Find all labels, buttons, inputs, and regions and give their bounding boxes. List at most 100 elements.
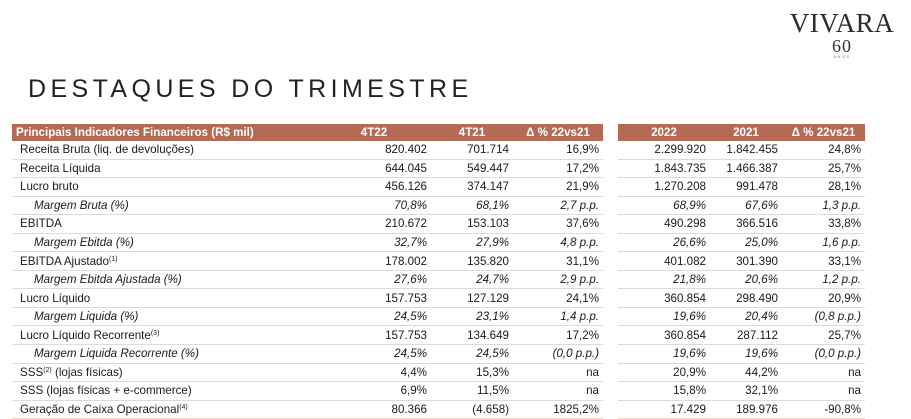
table-row: 360.854 287.112 25,7% bbox=[618, 325, 865, 346]
value-4t21: 153.103 bbox=[431, 214, 513, 234]
indicator-label-text: SSS bbox=[20, 365, 44, 379]
indicator-label: Receita Líquida bbox=[12, 159, 317, 179]
value-delta-year: 24,8% bbox=[782, 141, 865, 160]
value-delta-year: (0,0 p.p.) bbox=[782, 344, 865, 364]
table-header-row: Principais Indicadores Financeiros (R$ m… bbox=[12, 124, 603, 141]
value-4t22: 210.672 bbox=[317, 214, 431, 234]
indicator-label-text: EBITDA bbox=[20, 217, 62, 231]
table-header-row: 2022 2021 Δ % 22vs21 bbox=[618, 124, 865, 141]
value-2022: 19,6% bbox=[618, 307, 710, 327]
table-row: 21,8% 20,6% 1,2 p.p. bbox=[618, 270, 865, 290]
indicator-label: Lucro Líquido bbox=[12, 288, 317, 308]
value-4t22: 27,6% bbox=[317, 270, 431, 290]
value-4t21: 24,5% bbox=[431, 344, 513, 364]
value-delta-quarter: 31,1% bbox=[513, 251, 603, 271]
value-4t21: 24,7% bbox=[431, 270, 513, 290]
indicator-label-text: Margem Liquida (%) bbox=[34, 310, 139, 324]
logo-wordmark: VIVARA bbox=[789, 8, 895, 38]
vivara-logo: VIVARA 60 ANOS bbox=[786, 8, 898, 60]
value-4t21: 11,5% bbox=[431, 381, 513, 401]
value-2021: 25,0% bbox=[710, 233, 782, 253]
footnote-marker: (4) bbox=[179, 403, 188, 411]
footnote-marker: (1) bbox=[108, 255, 118, 263]
table-row: Lucro Líquido 157.753 127.129 24,1% bbox=[12, 288, 603, 308]
indicator-label-text: Receita Líquida bbox=[20, 161, 101, 175]
table-row: Margem Liquida Recorrente (%) 24,5% 24,5%(… bbox=[12, 344, 603, 364]
value-4t22: 456.126 bbox=[317, 177, 431, 197]
value-2022: 15,8% bbox=[618, 381, 710, 401]
logo-anniversary: 60 bbox=[832, 36, 852, 56]
value-delta-quarter: 24,1% bbox=[513, 288, 603, 308]
table-row: 19,6% 19,6% (0,0 p.p.) bbox=[618, 344, 865, 364]
table-row: SSS(2) (lojas físicas) 4,4% 15,3% na bbox=[12, 363, 603, 383]
value-2021: 20,4% bbox=[710, 307, 782, 327]
indicator-label: SSS (lojas físicas + e-commerce) bbox=[12, 381, 317, 401]
value-delta-quarter: (0,0 p.p.) bbox=[513, 344, 603, 364]
value-2021: 67,6% bbox=[710, 196, 782, 216]
value-delta-year: 33,8% bbox=[782, 214, 865, 234]
value-4t21: 27,9% bbox=[431, 233, 513, 253]
value-4t22: 6,9% bbox=[317, 381, 431, 401]
value-delta-quarter: 1,4 p.p. bbox=[513, 307, 603, 327]
value-delta-year: 1,2 p.p. bbox=[782, 270, 865, 290]
value-delta-quarter: 4,8 p.p. bbox=[513, 233, 603, 253]
value-delta-year: 1,3 p.p. bbox=[782, 196, 865, 216]
value-2021: 1.842.455 bbox=[710, 141, 782, 160]
indicator-label-text: EBITDA Ajustado bbox=[20, 254, 109, 268]
table-row: Lucro bruto 456.126 374.147 21,9% bbox=[12, 177, 603, 197]
value-4t22: 178.002 bbox=[317, 251, 431, 271]
value-delta-year: 1,6 p.p. bbox=[782, 233, 865, 253]
indicator-label-text: Margem Bruta (%) bbox=[34, 198, 129, 212]
column-header-4t22: 4T22 bbox=[317, 124, 431, 141]
value-2022: 21,8% bbox=[618, 270, 710, 290]
value-delta-year: na bbox=[782, 363, 865, 383]
indicator-label-text: Geração de Caixa Operacional bbox=[20, 402, 180, 416]
value-2021: 1.466.387 bbox=[710, 159, 782, 179]
indicator-label: Margem Liquida Recorrente (%) bbox=[12, 344, 317, 364]
value-4t21: 374.147 bbox=[431, 177, 513, 197]
value-4t21: 701.714 bbox=[431, 141, 513, 160]
value-4t22: 157.753 bbox=[317, 288, 431, 308]
indicator-label-text: Lucro Líquido bbox=[20, 291, 91, 305]
value-delta-quarter: na bbox=[513, 381, 603, 401]
table-row: SSS (lojas físicas + e-commerce) 6,9% 11,5… bbox=[12, 381, 603, 401]
value-delta-quarter: 21,9% bbox=[513, 177, 603, 197]
value-delta-quarter: 16,9% bbox=[513, 141, 603, 160]
value-2022: 1.843.735 bbox=[618, 159, 710, 179]
table-row: 2.299.920 1.842.455 24,8% bbox=[618, 141, 865, 160]
value-4t21: 68,1% bbox=[431, 196, 513, 216]
indicator-label: EBITDA bbox=[12, 214, 317, 234]
value-4t22: 24,5% bbox=[317, 307, 431, 327]
table-row: 15,8% 32,1% na bbox=[618, 381, 865, 401]
table-row: 17.429 189.976 -90,8% bbox=[618, 400, 865, 419]
table-row: 19,6% 20,4% (0,8 p.p.) bbox=[618, 307, 865, 327]
value-2022: 490.298 bbox=[618, 214, 710, 234]
value-delta-year: 25,7% bbox=[782, 325, 865, 346]
value-2021: 991.478 bbox=[710, 177, 782, 197]
value-delta-year: na bbox=[782, 381, 865, 401]
indicator-label: Margem Bruta (%) bbox=[12, 196, 317, 216]
value-4t22: 24,5% bbox=[317, 344, 431, 364]
value-2021: 301.390 bbox=[710, 251, 782, 271]
table-row: 26,6% 25,0% 1,6 p.p. bbox=[618, 233, 865, 253]
indicator-label-text: Margem Ebitda Ajustada (%) bbox=[34, 273, 182, 287]
table-row: Receita Bruta (liq. de devoluções) 820.40… bbox=[12, 141, 603, 160]
table-row: Lucro Líquido Recorrente(3) 157.753 134.64… bbox=[12, 325, 603, 346]
value-delta-quarter: 17,2% bbox=[513, 325, 603, 346]
table-row: 68,9% 67,6% 1,3 p.p. bbox=[618, 196, 865, 216]
value-delta-year: 33,1% bbox=[782, 251, 865, 271]
value-delta-year: 28,1% bbox=[782, 177, 865, 197]
value-delta-quarter: 37,6% bbox=[513, 214, 603, 234]
table-row: Margem Bruta (%) 70,8% 68,1% 2,7 p.p. bbox=[12, 196, 603, 216]
indicator-label-text: Margem Liquida Recorrente (%) bbox=[34, 347, 199, 361]
indicator-label: Receita Bruta (liq. de devoluções) bbox=[12, 141, 317, 160]
value-delta-quarter: 2,9 p.p. bbox=[513, 270, 603, 290]
value-4t22: 157.753 bbox=[317, 325, 431, 346]
value-delta-quarter: 17,2% bbox=[513, 159, 603, 179]
table-row: 1.270.208 991.478 28,1% bbox=[618, 177, 865, 197]
value-2021: 20,6% bbox=[710, 270, 782, 290]
value-2022: 19,6% bbox=[618, 344, 710, 364]
column-header-delta-quarter: Δ % 22vs21 bbox=[513, 124, 603, 141]
value-2022: 68,9% bbox=[618, 196, 710, 216]
column-header-2022: 2022 bbox=[618, 124, 710, 141]
